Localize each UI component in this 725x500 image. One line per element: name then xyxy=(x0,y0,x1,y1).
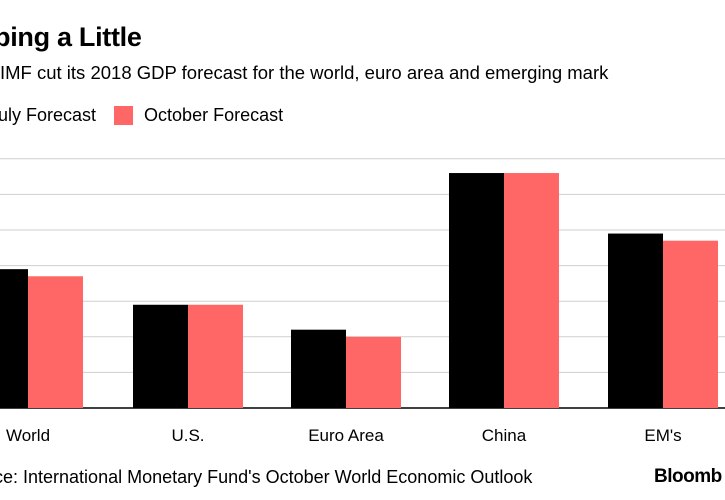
legend-item-october: October Forecast xyxy=(114,105,283,126)
bar-july-em-s xyxy=(608,233,663,408)
bar-october-u-s- xyxy=(188,304,243,408)
bar-july-china xyxy=(449,173,504,408)
legend-label-october: October Forecast xyxy=(144,104,284,125)
legend-swatch-october xyxy=(114,105,134,125)
bar-october-world xyxy=(28,276,83,408)
chart-legend: uly Forecast October Forecast xyxy=(0,104,283,126)
x-tick-label: Euro Area xyxy=(308,426,384,445)
chart-title: ping a Little xyxy=(0,22,142,52)
legend-item-july: uly Forecast xyxy=(0,105,96,126)
source-note: ce: International Monetary Fund's Octobe… xyxy=(0,467,533,487)
bar-october-em-s xyxy=(663,240,718,408)
bars xyxy=(0,173,718,408)
bar-july-u-s- xyxy=(133,304,188,408)
x-tick-labels: World U.S. Euro Area China EM's xyxy=(6,426,682,445)
chart-subtitle: IMF cut its 2018 GDP forecast for the wo… xyxy=(0,62,609,83)
x-tick-label: U.S. xyxy=(171,426,204,445)
bar-october-china xyxy=(504,173,559,408)
bar-july-world xyxy=(0,269,28,408)
legend-label-july: uly Forecast xyxy=(0,104,97,125)
bloomberg-logo: Bloomb xyxy=(654,466,722,487)
x-tick-label: China xyxy=(482,426,527,445)
x-tick-label: EM's xyxy=(644,426,681,445)
bar-july-euro-area xyxy=(291,329,346,408)
bar-chart: World U.S. Euro Area China EM's xyxy=(0,158,725,445)
bar-october-euro-area xyxy=(346,336,401,408)
x-tick-label: World xyxy=(6,426,50,445)
